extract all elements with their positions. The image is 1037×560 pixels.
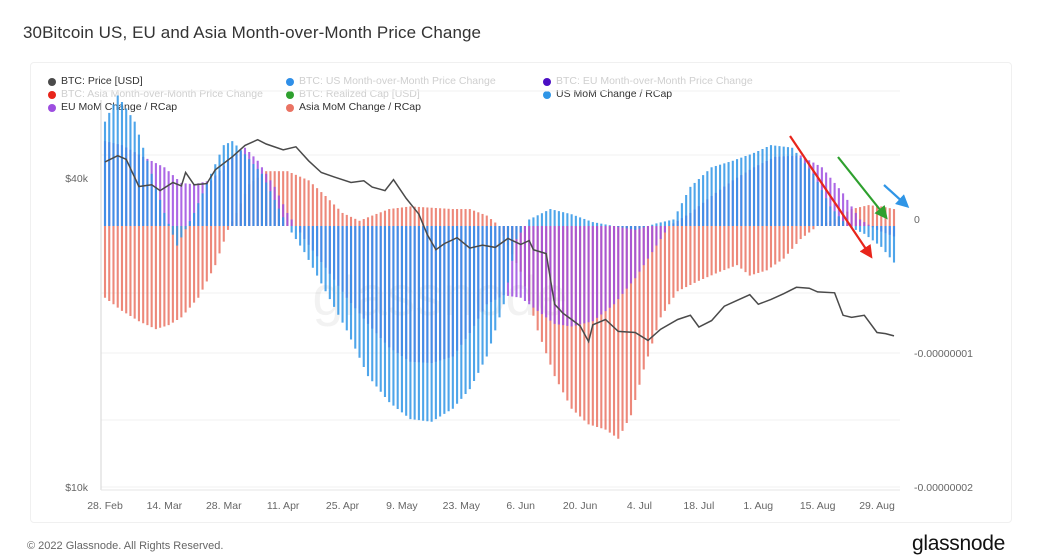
- legend-item-eu-mom[interactable]: BTC: EU Month-over-Month Price Change: [543, 75, 753, 88]
- legend-label: EU MoM Change / RCap: [61, 101, 178, 113]
- x-tick-label: 29. Aug: [859, 500, 895, 512]
- legend-item-eu-mom-rcap[interactable]: EU MoM Change / RCap: [48, 101, 177, 114]
- legend-label: BTC: Price [USD]: [61, 75, 143, 87]
- legend-label: BTC: US Month-over-Month Price Change: [299, 75, 496, 87]
- annotation-arrow: [789, 135, 873, 259]
- right-tick-label: -0.00000002: [914, 482, 973, 494]
- x-tick-label: 28. Feb: [87, 500, 123, 512]
- x-tick-label: 20. Jun: [563, 500, 598, 512]
- legend-dot-icon: [48, 77, 56, 86]
- btc-price-line: [104, 138, 895, 344]
- legend-dot-icon: [286, 77, 294, 86]
- legend-dot-icon: [543, 90, 551, 99]
- x-tick-label: 14. Mar: [147, 500, 183, 512]
- copyright-text: © 2022 Glassnode. All Rights Reserved.: [27, 540, 224, 552]
- annotation-arrows: [789, 135, 910, 259]
- x-tick-label: 6. Jun: [506, 500, 535, 512]
- right-tick-label: 0: [914, 214, 920, 226]
- legend-item-us-mom[interactable]: BTC: US Month-over-Month Price Change: [286, 75, 496, 88]
- right-tick-label: -0.00000001: [914, 348, 973, 360]
- chart-title: 30Bitcoin US, EU and Asia Month-over-Mon…: [23, 23, 482, 42]
- legend-dot-icon: [48, 90, 56, 99]
- chart-frame: [30, 62, 1012, 523]
- annotation-arrow: [883, 184, 910, 208]
- x-tick-label: 9. May: [386, 500, 418, 512]
- x-tick-label: 15. Aug: [800, 500, 836, 512]
- left-tick-label: $40k: [65, 173, 89, 185]
- legend-dot-icon: [48, 103, 56, 112]
- x-tick-label: 1. Aug: [743, 500, 773, 512]
- legend-dot-icon: [286, 90, 294, 99]
- annotation-arrow: [837, 156, 888, 220]
- brand-logo[interactable]: glassnode: [911, 532, 1005, 555]
- legend-label: BTC: EU Month-over-Month Price Change: [556, 75, 753, 87]
- axes: 28. Feb 14. Mar 28. Mar 11. Apr 25. Apr 9. Ma…: [65, 173, 973, 512]
- legend-item-asia-mom-rcap[interactable]: Asia MoM Change / RCap: [286, 101, 421, 114]
- us-bars: [103, 95, 896, 422]
- x-tick-label: 23. May: [443, 500, 481, 512]
- x-tick-label: 11. Apr: [267, 500, 300, 512]
- x-tick-label: 25. Apr: [326, 500, 360, 512]
- legend-dot-icon: [286, 103, 294, 112]
- x-tick-label: 4. Jul: [627, 500, 652, 512]
- x-tick-label: 18. Jul: [683, 500, 714, 512]
- legend-item-btc-price[interactable]: BTC: Price [USD]: [48, 75, 143, 88]
- x-tick-label: 28. Mar: [206, 500, 242, 512]
- legend-dot-icon: [543, 77, 551, 86]
- left-tick-label: $10k: [65, 482, 89, 494]
- legend-label: Asia MoM Change / RCap: [299, 101, 421, 113]
